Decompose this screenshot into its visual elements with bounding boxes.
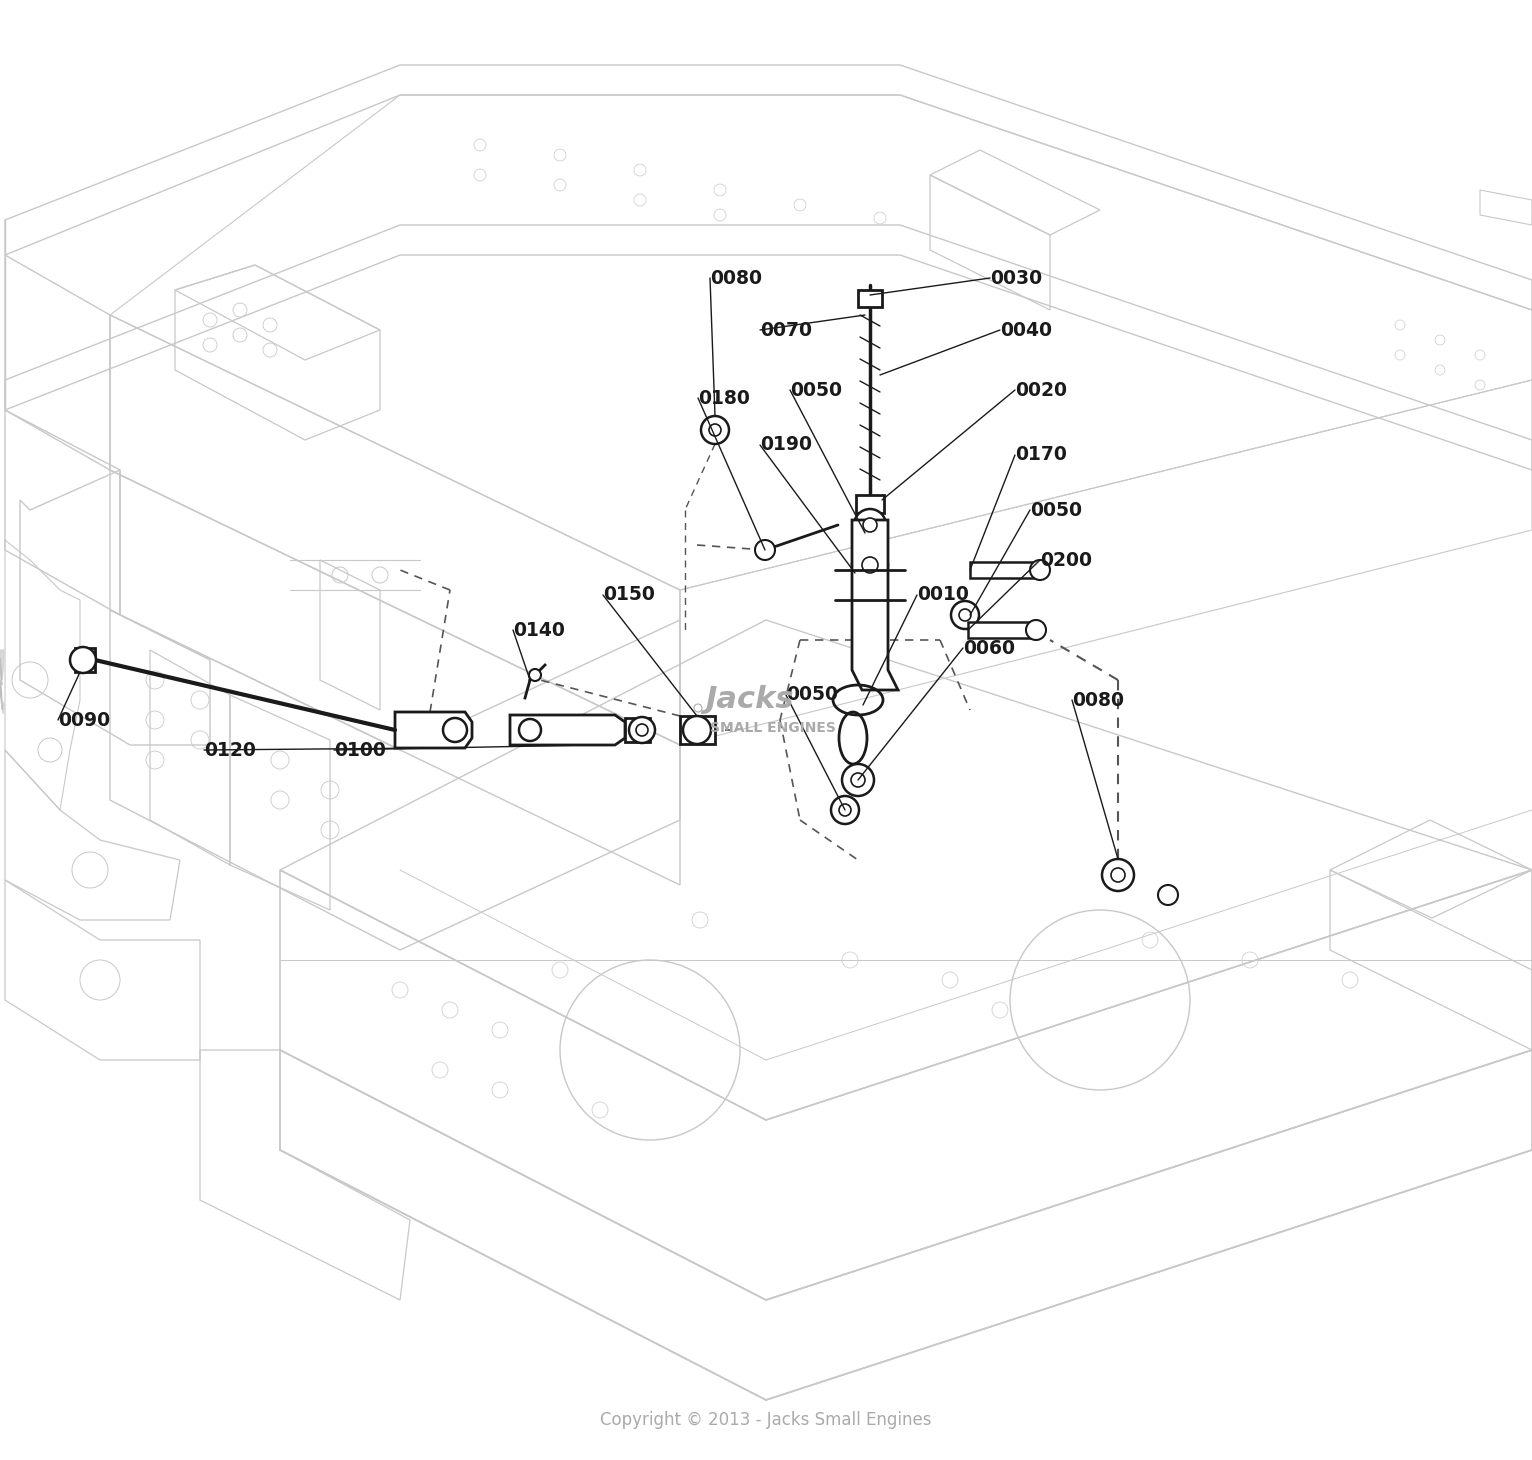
Text: 0200: 0200 (1040, 550, 1092, 569)
Polygon shape (0, 680, 2, 710)
Circle shape (755, 540, 775, 561)
Text: 0030: 0030 (990, 269, 1042, 288)
Polygon shape (680, 715, 715, 745)
Text: 0190: 0190 (760, 435, 812, 454)
Text: 0090: 0090 (58, 711, 110, 730)
Circle shape (443, 718, 467, 742)
Polygon shape (395, 712, 472, 748)
Text: 0120: 0120 (204, 740, 256, 759)
Text: SMALL ENGINES: SMALL ENGINES (709, 721, 836, 734)
Text: 0180: 0180 (699, 388, 749, 407)
Circle shape (70, 647, 97, 673)
Text: Jacks: Jacks (705, 686, 794, 714)
Text: 0070: 0070 (760, 321, 812, 340)
Polygon shape (856, 495, 884, 512)
Circle shape (852, 548, 889, 583)
Circle shape (843, 764, 873, 796)
Text: 0010: 0010 (918, 585, 968, 604)
Circle shape (1102, 858, 1134, 891)
Circle shape (1158, 885, 1178, 905)
Polygon shape (0, 658, 2, 685)
Text: 0050: 0050 (791, 381, 843, 400)
Text: 0060: 0060 (964, 638, 1016, 657)
Circle shape (830, 796, 859, 823)
Circle shape (863, 558, 878, 572)
Text: 0040: 0040 (1000, 321, 1052, 340)
Polygon shape (625, 718, 650, 742)
Circle shape (853, 510, 885, 542)
Text: 0080: 0080 (709, 269, 761, 288)
Circle shape (709, 423, 722, 437)
Circle shape (863, 518, 876, 531)
Text: 0100: 0100 (334, 740, 386, 759)
Text: 0140: 0140 (513, 620, 565, 639)
Polygon shape (0, 682, 5, 714)
Text: 0050: 0050 (786, 686, 838, 705)
Circle shape (529, 669, 541, 680)
Text: 0150: 0150 (604, 585, 654, 604)
Polygon shape (968, 622, 1036, 638)
Circle shape (519, 718, 541, 742)
Circle shape (630, 717, 656, 743)
Circle shape (840, 804, 850, 816)
Polygon shape (970, 562, 1040, 578)
Text: 0020: 0020 (1016, 381, 1066, 400)
Polygon shape (75, 648, 95, 672)
Circle shape (1030, 561, 1049, 580)
Polygon shape (852, 520, 898, 691)
Circle shape (636, 724, 648, 736)
Circle shape (850, 772, 866, 787)
Circle shape (959, 609, 971, 620)
Circle shape (683, 715, 711, 745)
Polygon shape (858, 291, 882, 307)
Circle shape (702, 416, 729, 444)
Circle shape (1026, 620, 1046, 639)
Circle shape (1111, 869, 1124, 882)
Text: 0170: 0170 (1016, 445, 1066, 464)
Circle shape (951, 602, 979, 629)
Text: 0080: 0080 (1072, 691, 1124, 710)
Text: Copyright © 2013 - Jacks Small Engines: Copyright © 2013 - Jacks Small Engines (601, 1410, 931, 1429)
Polygon shape (0, 650, 5, 680)
Text: 0050: 0050 (1030, 501, 1082, 520)
Polygon shape (510, 715, 625, 745)
